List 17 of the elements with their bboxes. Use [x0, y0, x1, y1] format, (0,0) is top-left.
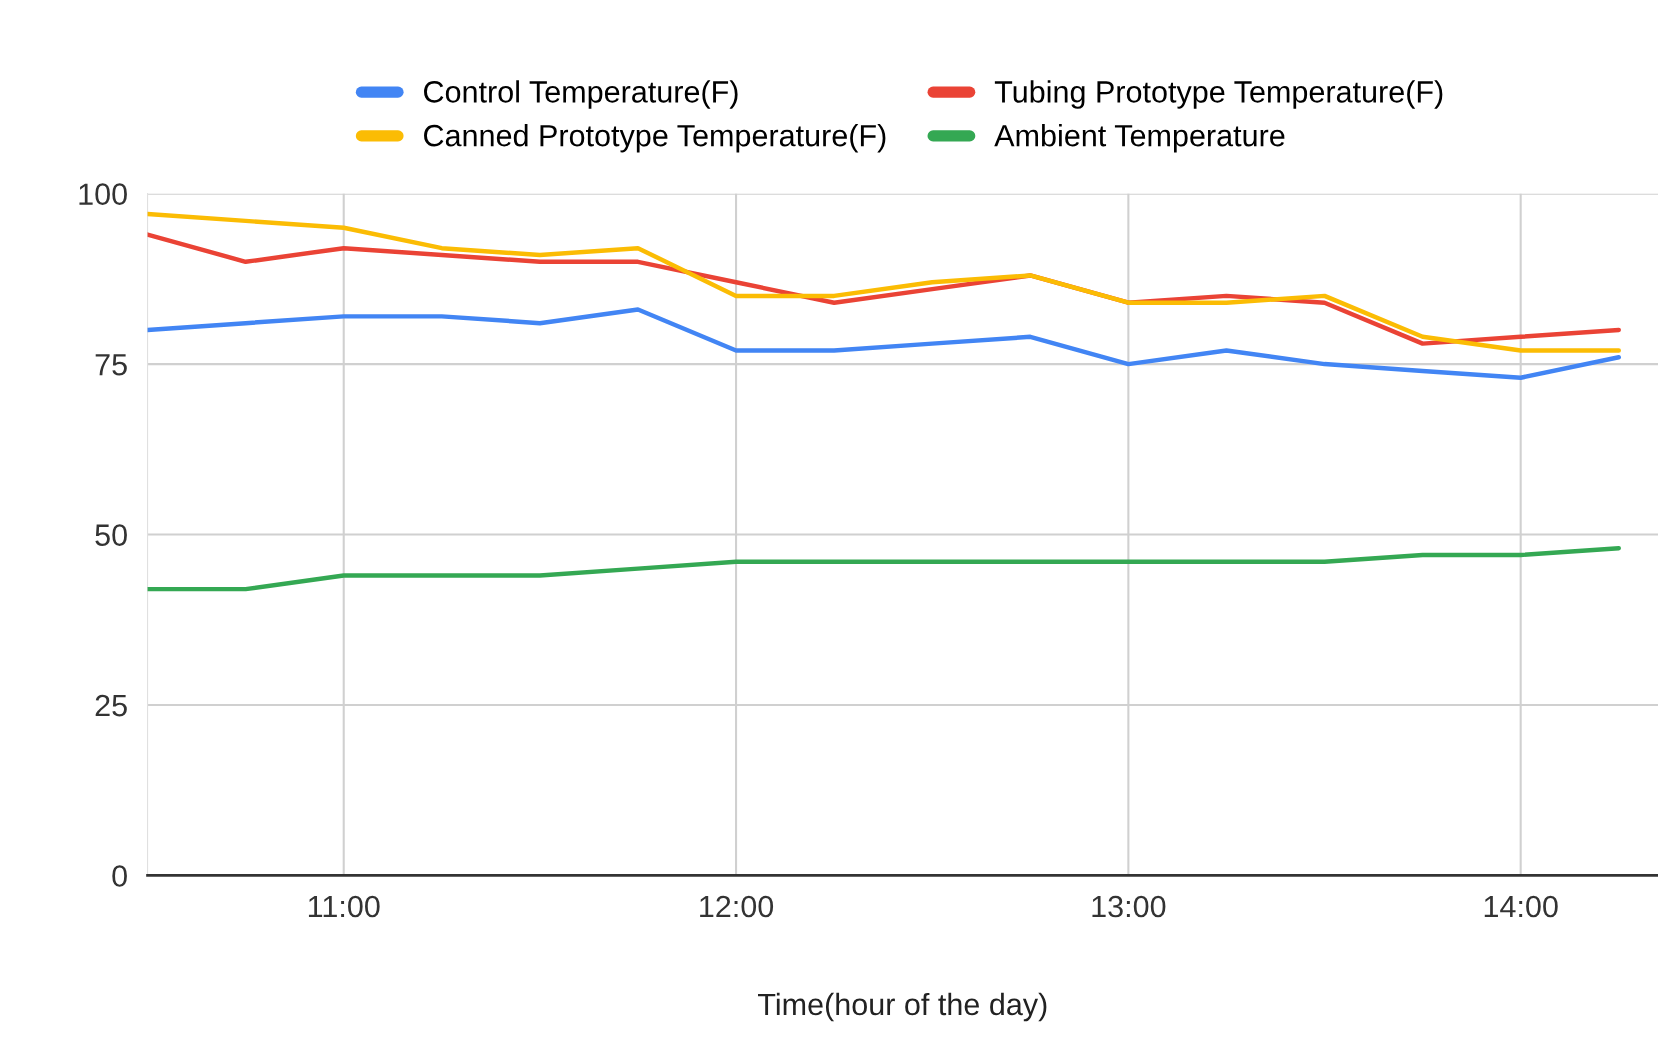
x-axis-title: Time(hour of the day) — [758, 992, 1047, 1022]
y-tick-label: 25 — [95, 694, 127, 717]
y-tick-label: 100 — [79, 183, 127, 205]
legend-label: Ambient Temperature — [994, 124, 1285, 153]
x-tick-label: 11:00 — [308, 895, 380, 918]
y-tick-label: 50 — [95, 524, 127, 546]
x-tick-label: 14:00 — [1484, 895, 1558, 918]
x-tick-label: 12:00 — [700, 895, 774, 918]
line-series — [147, 307, 1621, 380]
legend-label: Tubing Prototype Temperature(F) — [994, 80, 1443, 109]
y-tick-label: 75 — [95, 354, 127, 376]
legend-label: Control Temperature(F) — [424, 80, 738, 109]
legend-label: Canned Prototype Temperature(F) — [424, 124, 886, 153]
line-series — [147, 211, 1621, 353]
line-series — [147, 545, 1621, 592]
x-tick-label: 13:00 — [1092, 895, 1166, 918]
y-tick-label: 0 — [112, 865, 127, 887]
